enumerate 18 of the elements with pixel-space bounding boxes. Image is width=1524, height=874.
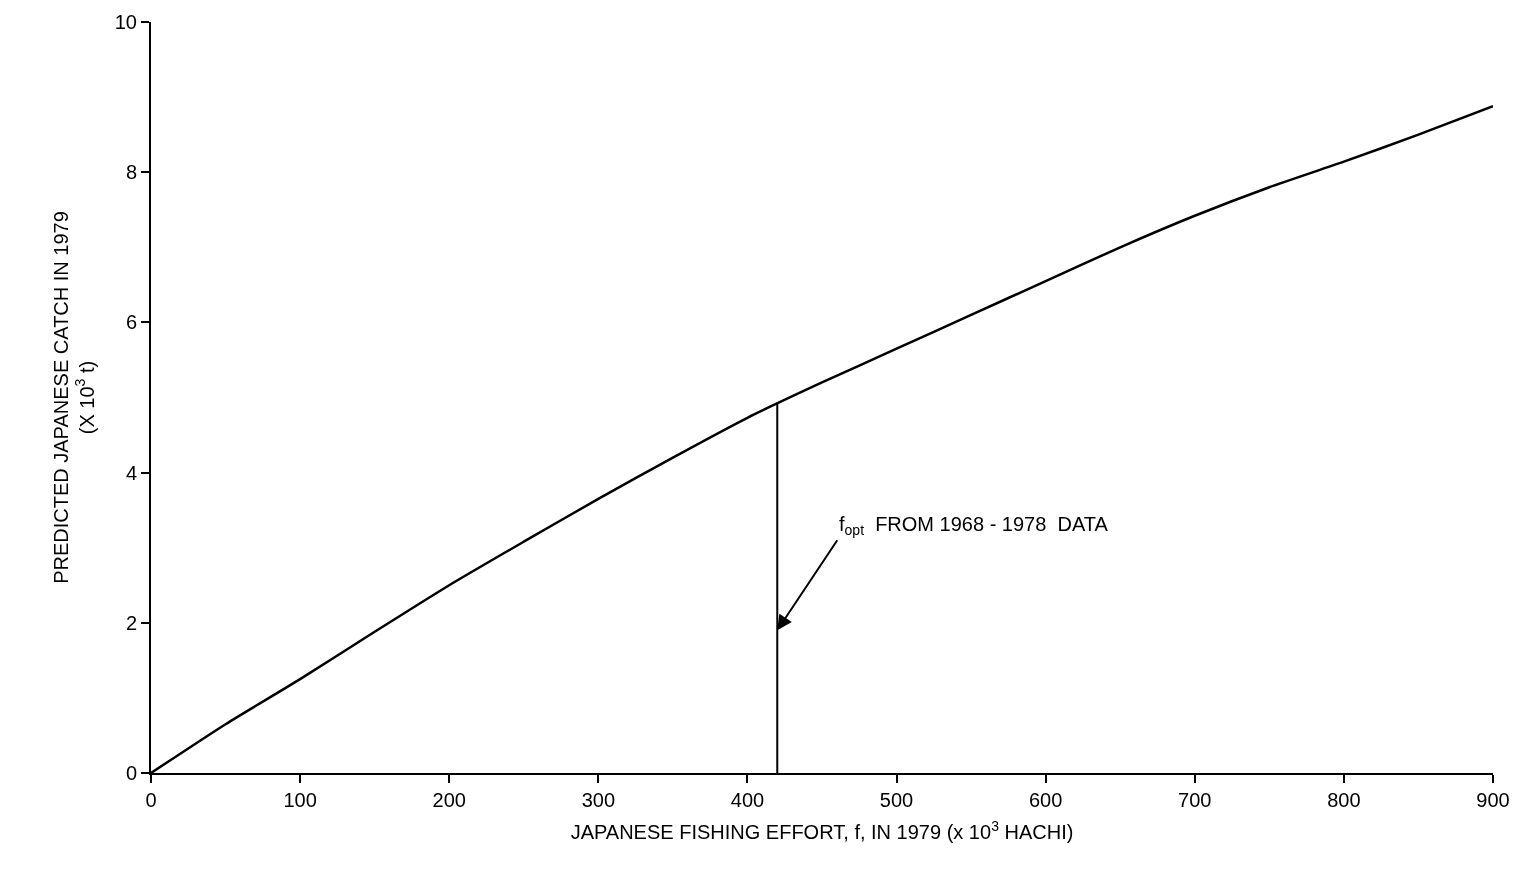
x-tick-label: 200: [432, 789, 466, 811]
x-axis-title: JAPANESE FISHING EFFORT, f, IN 1979 (x 10$^{3}$ HACHI): [570, 817, 1074, 843]
y-tick-label: 10: [114, 11, 137, 33]
x-tick-label: 100: [283, 789, 317, 811]
x-tick-label: 0: [145, 789, 157, 811]
y-tick-label: 8: [125, 161, 137, 184]
x-tick-label: 600: [1028, 789, 1063, 811]
x-tick-label: 800: [1327, 789, 1361, 811]
y-tick-label: 6: [125, 311, 137, 334]
x-tick-label: 700: [1178, 789, 1212, 811]
x-tick-label: 900: [1476, 789, 1510, 811]
x-tick-label: 300: [581, 789, 616, 811]
x-tick-label: 400: [730, 789, 765, 811]
x-tick-label: 500: [879, 789, 914, 811]
annotation: f$_{opt}$ FROM 1968 - 1978 DATA: [839, 513, 1109, 539]
y-tick-label: 4: [125, 461, 137, 484]
y-tick-label: 0: [125, 762, 137, 784]
y-tick-label: 2: [125, 611, 137, 634]
